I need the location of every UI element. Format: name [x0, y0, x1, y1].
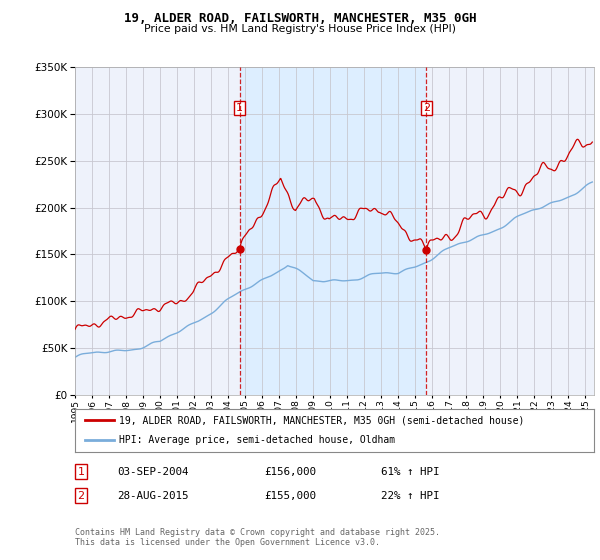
Text: 22% ↑ HPI: 22% ↑ HPI — [381, 491, 439, 501]
Text: 19, ALDER ROAD, FAILSWORTH, MANCHESTER, M35 0GH (semi-detached house): 19, ALDER ROAD, FAILSWORTH, MANCHESTER, … — [119, 416, 524, 426]
Text: 1: 1 — [236, 103, 243, 113]
Text: HPI: Average price, semi-detached house, Oldham: HPI: Average price, semi-detached house,… — [119, 435, 395, 445]
Text: £156,000: £156,000 — [264, 466, 316, 477]
Text: 03-SEP-2004: 03-SEP-2004 — [117, 466, 188, 477]
Text: £155,000: £155,000 — [264, 491, 316, 501]
Text: 2: 2 — [77, 491, 85, 501]
Text: 28-AUG-2015: 28-AUG-2015 — [117, 491, 188, 501]
Bar — [239, 67, 427, 395]
Text: 19, ALDER ROAD, FAILSWORTH, MANCHESTER, M35 0GH: 19, ALDER ROAD, FAILSWORTH, MANCHESTER, … — [124, 12, 476, 25]
Text: 1: 1 — [77, 466, 85, 477]
Text: 2: 2 — [423, 103, 430, 113]
Text: Contains HM Land Registry data © Crown copyright and database right 2025.
This d: Contains HM Land Registry data © Crown c… — [75, 528, 440, 547]
Text: Price paid vs. HM Land Registry's House Price Index (HPI): Price paid vs. HM Land Registry's House … — [144, 24, 456, 34]
Text: 61% ↑ HPI: 61% ↑ HPI — [381, 466, 439, 477]
